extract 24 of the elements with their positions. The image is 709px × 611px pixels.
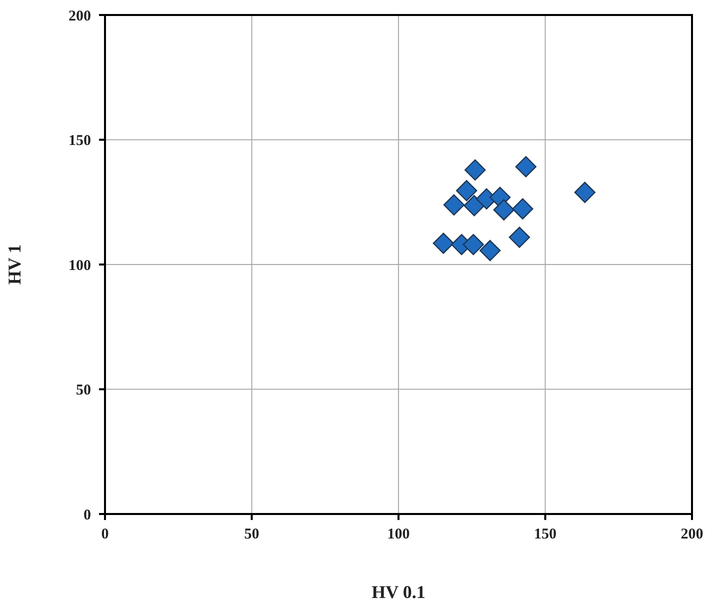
point bbox=[493, 199, 514, 220]
x-tick-label: 200 bbox=[680, 526, 704, 543]
y-tick-label: 150 bbox=[68, 133, 91, 150]
point bbox=[508, 226, 530, 248]
point bbox=[432, 232, 454, 254]
point bbox=[464, 159, 486, 181]
y-tick-label: 100 bbox=[68, 258, 91, 274]
point bbox=[462, 234, 484, 256]
y-tick-label: 50 bbox=[76, 382, 91, 399]
point bbox=[443, 194, 465, 216]
point bbox=[574, 182, 596, 203]
y-axis-title: HV 1 bbox=[4, 244, 24, 285]
point bbox=[456, 180, 478, 202]
point bbox=[515, 156, 536, 178]
x-tick-label: 150 bbox=[534, 526, 556, 543]
point bbox=[464, 195, 485, 216]
x-tick-label: 100 bbox=[387, 526, 410, 543]
x-axis-title: HV 0.1 bbox=[372, 582, 426, 602]
x-tick-label: 50 bbox=[244, 526, 260, 543]
point bbox=[479, 240, 501, 262]
x-tick-label: 0 bbox=[101, 526, 109, 543]
y-tick-label: 0 bbox=[84, 507, 91, 524]
y-tick-label: 200 bbox=[68, 8, 91, 24]
point bbox=[512, 198, 534, 220]
